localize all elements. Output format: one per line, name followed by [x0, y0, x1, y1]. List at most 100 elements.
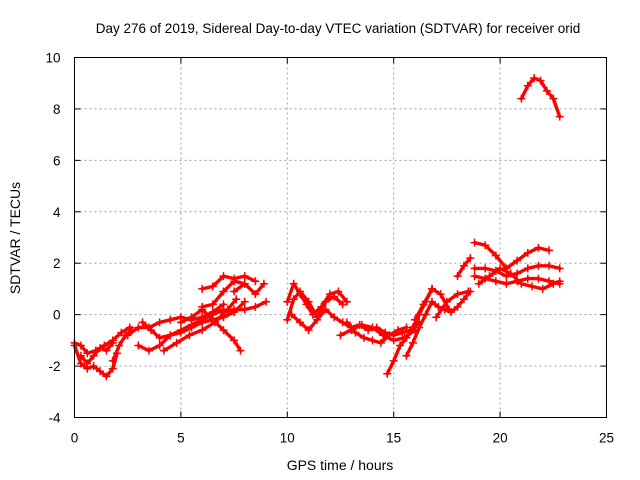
data-point — [230, 287, 239, 296]
data-point — [442, 297, 451, 306]
data-point — [289, 295, 298, 304]
data-point — [434, 302, 443, 311]
data-point — [538, 284, 547, 293]
data-point — [76, 351, 85, 360]
data-point — [230, 305, 239, 314]
data-point — [464, 287, 473, 296]
data-point — [219, 326, 228, 335]
series-s13 — [230, 279, 268, 299]
data-point — [389, 336, 398, 345]
data-point — [481, 241, 490, 250]
data-point — [198, 302, 207, 311]
data-point — [513, 256, 522, 265]
data-point — [530, 74, 539, 83]
data-point — [383, 369, 392, 378]
data-point — [155, 318, 164, 327]
data-point — [144, 346, 153, 355]
data-point — [421, 310, 430, 319]
data-point — [523, 81, 532, 90]
series-s10 — [198, 272, 260, 293]
data-point — [474, 279, 483, 288]
data-point — [481, 264, 490, 273]
data-point — [534, 274, 543, 283]
data-point — [287, 310, 296, 319]
data-point — [342, 297, 351, 306]
data-point — [555, 277, 564, 286]
data-point — [555, 264, 564, 273]
data-point — [470, 238, 479, 247]
series-line — [72, 343, 119, 379]
series-s20 — [402, 287, 475, 360]
data-point — [545, 246, 554, 255]
data-point — [230, 336, 239, 345]
data-point — [76, 341, 85, 350]
data-point — [83, 359, 92, 368]
data-series — [70, 74, 564, 381]
data-point — [393, 326, 402, 335]
data-point — [185, 331, 194, 340]
data-point — [459, 295, 468, 304]
data-point — [342, 318, 351, 327]
data-point — [232, 295, 241, 304]
data-point — [428, 284, 437, 293]
data-point — [419, 300, 428, 309]
data-point — [485, 272, 494, 281]
series-s18 — [342, 318, 411, 347]
data-point — [470, 272, 479, 281]
data-point — [491, 277, 500, 286]
data-point — [389, 356, 398, 365]
data-point — [325, 290, 334, 299]
data-point — [408, 338, 417, 347]
series-s1 — [70, 341, 122, 381]
y-tick-label: 2 — [53, 256, 61, 271]
data-point — [385, 331, 394, 340]
data-point — [528, 282, 537, 291]
data-point — [198, 315, 207, 324]
data-point — [534, 243, 543, 252]
series-s22 — [432, 287, 473, 322]
x-tick-label: 0 — [71, 431, 79, 446]
series-s12 — [208, 297, 271, 317]
data-point — [296, 318, 305, 327]
data-point — [96, 367, 105, 376]
x-tick-label: 5 — [177, 431, 185, 446]
y-tick-label: 8 — [53, 102, 61, 117]
data-point — [296, 287, 305, 296]
data-point — [236, 346, 245, 355]
data-point — [166, 315, 175, 324]
chart-title: Day 276 of 2019, Sidereal Day-to-day VTE… — [96, 21, 580, 36]
data-point — [549, 279, 558, 288]
data-point — [336, 331, 345, 340]
data-point — [176, 326, 185, 335]
y-axis-label: SDTVAR / TECUs — [7, 182, 23, 294]
data-point — [542, 86, 551, 95]
series-line — [345, 320, 409, 345]
data-point — [313, 315, 322, 324]
y-tick-label: -2 — [48, 359, 60, 374]
data-point — [517, 94, 526, 103]
data-point — [283, 297, 292, 306]
y-tick-label: 0 — [53, 308, 61, 323]
data-point — [83, 349, 92, 358]
data-point — [117, 328, 126, 337]
plot-frame — [74, 57, 607, 418]
series-s25 — [470, 261, 564, 281]
data-point — [108, 338, 117, 347]
data-point — [134, 323, 143, 332]
data-point — [198, 284, 207, 293]
data-point — [351, 328, 360, 337]
series-s28 — [517, 74, 564, 121]
data-point — [262, 297, 271, 306]
data-point — [219, 287, 228, 296]
data-point — [534, 261, 543, 270]
data-point — [219, 272, 228, 281]
series-s23 — [453, 254, 475, 281]
data-point — [108, 364, 117, 373]
data-point — [210, 318, 219, 327]
data-point — [187, 313, 196, 322]
data-point — [115, 341, 124, 350]
data-point — [321, 297, 330, 306]
series-s24 — [470, 238, 554, 273]
data-point — [240, 279, 249, 288]
